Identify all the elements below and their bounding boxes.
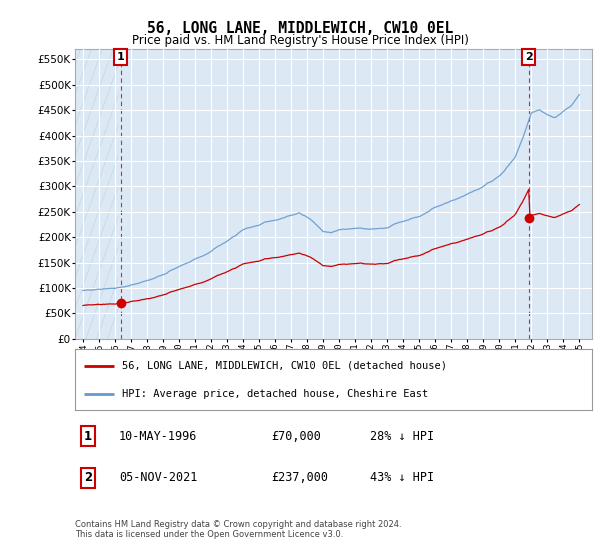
Text: 10-MAY-1996: 10-MAY-1996: [119, 430, 197, 443]
Text: 1: 1: [117, 52, 125, 62]
Text: 28% ↓ HPI: 28% ↓ HPI: [370, 430, 434, 443]
Text: 2: 2: [525, 52, 533, 62]
Text: Contains HM Land Registry data © Crown copyright and database right 2024.
This d: Contains HM Land Registry data © Crown c…: [75, 520, 401, 539]
Text: Price paid vs. HM Land Registry's House Price Index (HPI): Price paid vs. HM Land Registry's House …: [131, 34, 469, 46]
Text: 56, LONG LANE, MIDDLEWICH, CW10 0EL: 56, LONG LANE, MIDDLEWICH, CW10 0EL: [147, 21, 453, 36]
Text: 43% ↓ HPI: 43% ↓ HPI: [370, 472, 434, 484]
Text: 2: 2: [84, 472, 92, 484]
Text: 56, LONG LANE, MIDDLEWICH, CW10 0EL (detached house): 56, LONG LANE, MIDDLEWICH, CW10 0EL (det…: [122, 361, 446, 371]
Text: £237,000: £237,000: [272, 472, 329, 484]
Text: £70,000: £70,000: [272, 430, 322, 443]
Text: 1: 1: [84, 430, 92, 443]
Text: HPI: Average price, detached house, Cheshire East: HPI: Average price, detached house, Ches…: [122, 389, 428, 399]
Text: 05-NOV-2021: 05-NOV-2021: [119, 472, 197, 484]
